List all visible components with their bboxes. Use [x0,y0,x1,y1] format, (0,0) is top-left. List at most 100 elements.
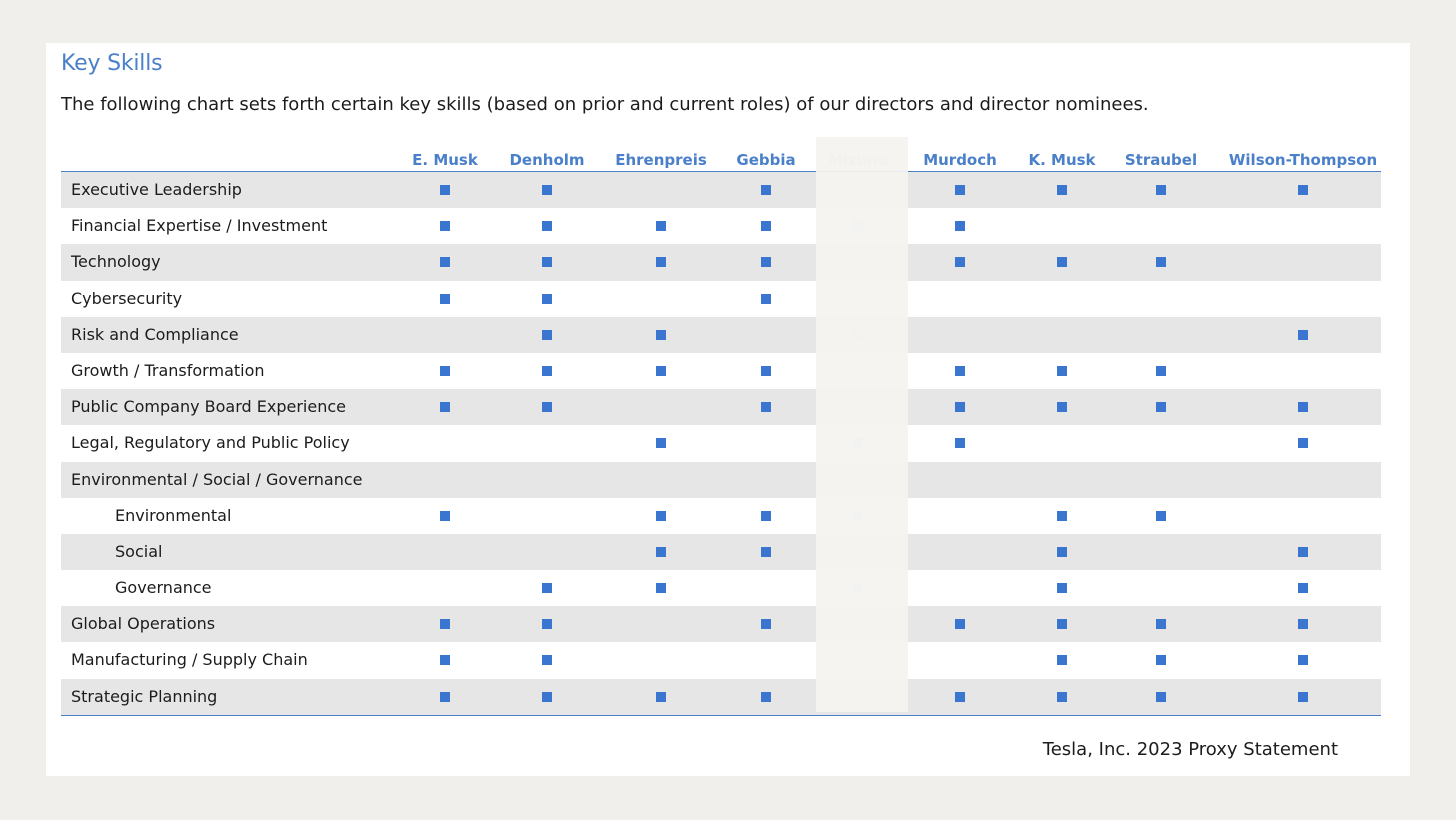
skill-mark-square [1298,691,1308,702]
director-header-row: E. Musk Denholm Ehrenpreis Gebbia Mizuno Murd… [61,137,1381,172]
skill-mark-square [656,365,666,376]
director-col-e-musk: E. Musk [412,151,478,169]
skill-mark-square [542,221,552,232]
skill-mark-square [440,293,450,304]
skill-label: Global Operations [71,614,216,634]
skill-label: Legal, Regulatory and Public Policy [71,433,350,453]
skill-mark-square [440,221,450,232]
skill-mark-square [761,691,771,702]
skill-label: Environmental [115,505,232,525]
director-col-k-musk: K. Musk [1028,151,1096,169]
skill-label: Risk and Compliance [71,324,239,344]
skill-mark-square [1057,655,1067,666]
skill-mark-square [656,691,666,702]
skill-mark-square [761,365,771,376]
skill-mark-square [955,619,965,630]
skill-mark-square [955,185,965,195]
skill-mark-square [656,329,666,340]
skill-mark-square [1156,365,1166,376]
director-col-gebbia: Gebbia [736,151,796,169]
skill-row: Technology [61,244,1381,281]
skill-label: Manufacturing / Supply Chain [71,650,308,670]
skill-row: Manufacturing / Supply Chain [61,642,1381,678]
director-col-mizuno: Mizuno [827,151,889,169]
skill-mark-square [440,510,450,521]
skill-mark-square [955,221,965,232]
skill-mark-square [761,185,771,195]
skill-label: Social [115,541,163,561]
skill-mark-square [440,655,450,666]
skill-mark-square [853,546,863,557]
skill-mark-square [542,185,552,195]
skill-mark-square [1298,329,1308,340]
skill-mark-square [955,438,965,449]
skill-mark-square [761,293,771,304]
skill-mark-square [1156,510,1166,521]
skill-mark-square [440,365,450,376]
skill-label: Public Company Board Experience [71,397,346,417]
skill-mark-square [1156,185,1166,195]
skill-mark-square [1057,546,1067,557]
skill-mark-square [656,221,666,232]
skill-row: Legal, Regulatory and Public Policy [61,425,1381,461]
skill-mark-square [1156,257,1166,268]
skill-mark-square [656,510,666,521]
skill-mark-square [542,365,552,376]
skill-row: Global Operations [61,606,1381,643]
skill-mark-square [1298,655,1308,666]
proxy-page: Key Skills The following chart sets fort… [46,43,1410,776]
skill-row: Growth / Transformation [61,353,1381,389]
skills-rows: Executive Leadership Financial Expertise … [61,172,1381,715]
intro-text: The following chart sets forth certain k… [61,94,1149,115]
skill-mark-square [542,257,552,268]
table-bottom-rule [61,714,1381,716]
skill-row: Financial Expertise / Investment [61,208,1381,244]
skill-mark-square [853,619,863,630]
skill-mark-square [542,583,552,594]
skill-mark-square [761,546,771,557]
skill-row: Risk and Compliance [61,316,1381,353]
skill-mark-square [542,619,552,630]
skill-mark-square [761,257,771,268]
skill-mark-square [955,257,965,268]
skill-label: Strategic Planning [71,686,218,706]
director-col-murdoch: Murdoch [923,151,997,169]
skill-mark-square [1156,691,1166,702]
skill-mark-square [1298,438,1308,449]
skill-mark-square [955,691,965,702]
skill-mark-square [542,329,552,340]
skill-mark-square [542,402,552,413]
skill-mark-square [1057,583,1067,594]
skill-row: Environmental / Social / Governance [61,461,1381,498]
skill-mark-square [761,510,771,521]
skill-label: Environmental / Social / Governance [71,469,363,489]
skill-mark-square [853,510,863,521]
skill-mark-square [1057,402,1067,413]
skill-mark-square [853,221,863,232]
skill-row: Cybersecurity [61,281,1381,317]
skills-matrix: E. Musk Denholm Ehrenpreis Gebbia Mizuno Murd… [61,137,1381,716]
skill-mark-square [1298,546,1308,557]
skill-row: Environmental [61,498,1381,534]
skill-mark-square [1156,402,1166,413]
skill-mark-square [1298,402,1308,413]
director-col-denholm: Denholm [509,151,585,169]
skill-mark-square [1057,619,1067,630]
footer-text: Tesla, Inc. 2023 Proxy Statement [1042,739,1338,760]
skill-mark-square [656,583,666,594]
skill-mark-square [853,329,863,340]
skill-row: Executive Leadership [61,172,1381,209]
skill-label: Financial Expertise / Investment [71,216,328,236]
skill-mark-square [1298,583,1308,594]
skill-mark-square [1298,619,1308,630]
skill-mark-square [761,221,771,232]
skill-label: Growth / Transformation [71,360,265,380]
skill-mark-square [853,583,863,594]
skill-mark-square [440,402,450,413]
skill-mark-square [440,257,450,268]
skill-mark-square [955,402,965,413]
skill-mark-square [1057,691,1067,702]
skill-mark-square [542,293,552,304]
skill-mark-square [761,619,771,630]
skill-mark-square [1057,510,1067,521]
